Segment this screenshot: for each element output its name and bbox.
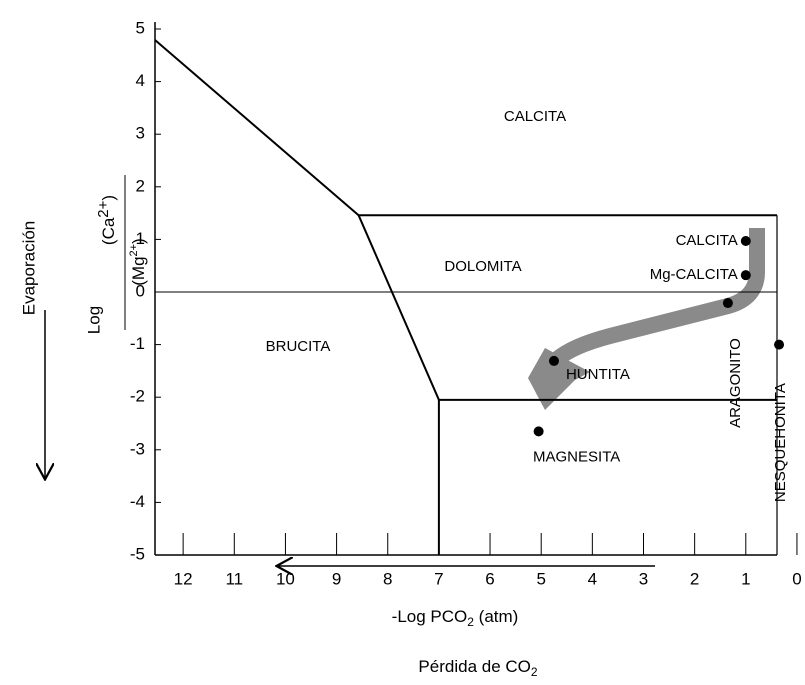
x-tick-label: 6 xyxy=(485,569,494,588)
y-tick-label: -3 xyxy=(130,439,145,458)
mineral-point xyxy=(533,426,544,437)
mineral-label: ARAGONITO xyxy=(727,338,744,428)
y-label-den: (Mg2+) xyxy=(128,238,149,286)
x-tick-label: 1 xyxy=(741,569,750,588)
mineral-point xyxy=(774,339,785,350)
x-tick-label: 11 xyxy=(225,569,243,588)
y-tick-label: 3 xyxy=(136,124,145,143)
x-tick-label: 0 xyxy=(792,569,801,588)
mineral-point xyxy=(740,270,751,281)
y-note: Evaporación xyxy=(19,221,38,316)
x-tick-label: 4 xyxy=(588,569,597,588)
mineral-point xyxy=(722,298,733,309)
x-tick-label: 5 xyxy=(536,569,545,588)
mineral-point xyxy=(548,355,559,366)
x-tick-label: 2 xyxy=(690,569,699,588)
mineral-label: Mg-CALCITA xyxy=(650,266,738,283)
y-tick-label: -1 xyxy=(130,334,145,353)
x-tick-label: 12 xyxy=(174,569,193,588)
mineral-point xyxy=(740,235,751,246)
mineral-label: MAGNESITA xyxy=(533,448,620,465)
region-label: CALCITA xyxy=(504,108,566,125)
x-label: -Log PCO2 (atm) xyxy=(392,607,519,629)
mineral-label: NESQUEHONITA xyxy=(772,383,789,502)
x-tick-label: 9 xyxy=(332,569,341,588)
region-label: DOLOMITA xyxy=(444,258,521,275)
phase-boundary xyxy=(154,39,777,217)
mineral-label: CALCITA xyxy=(676,232,738,249)
y-tick-label: -4 xyxy=(130,492,145,511)
mineral-label: HUNTITA xyxy=(566,366,630,383)
y-tick-label: 1 xyxy=(136,229,145,248)
x-tick-label: 7 xyxy=(434,569,443,588)
y-tick-label: -5 xyxy=(130,544,145,563)
region-label: BRUCITA xyxy=(266,338,331,355)
x-tick-label: 10 xyxy=(276,569,295,588)
y-tick-label: -2 xyxy=(130,387,145,406)
y-tick-label: 5 xyxy=(136,18,145,37)
y-label-num: (Ca2+) xyxy=(95,195,119,245)
x-tick-label: 3 xyxy=(639,569,648,588)
trend-arrow-head xyxy=(528,348,590,410)
y-tick-label: 0 xyxy=(136,281,145,300)
y-label-log: Log xyxy=(84,306,103,334)
x-tick-label: 8 xyxy=(383,569,392,588)
x-note: Pérdida de CO2 xyxy=(418,657,537,679)
y-tick-label: 4 xyxy=(136,71,145,90)
y-tick-label: 2 xyxy=(136,176,145,195)
